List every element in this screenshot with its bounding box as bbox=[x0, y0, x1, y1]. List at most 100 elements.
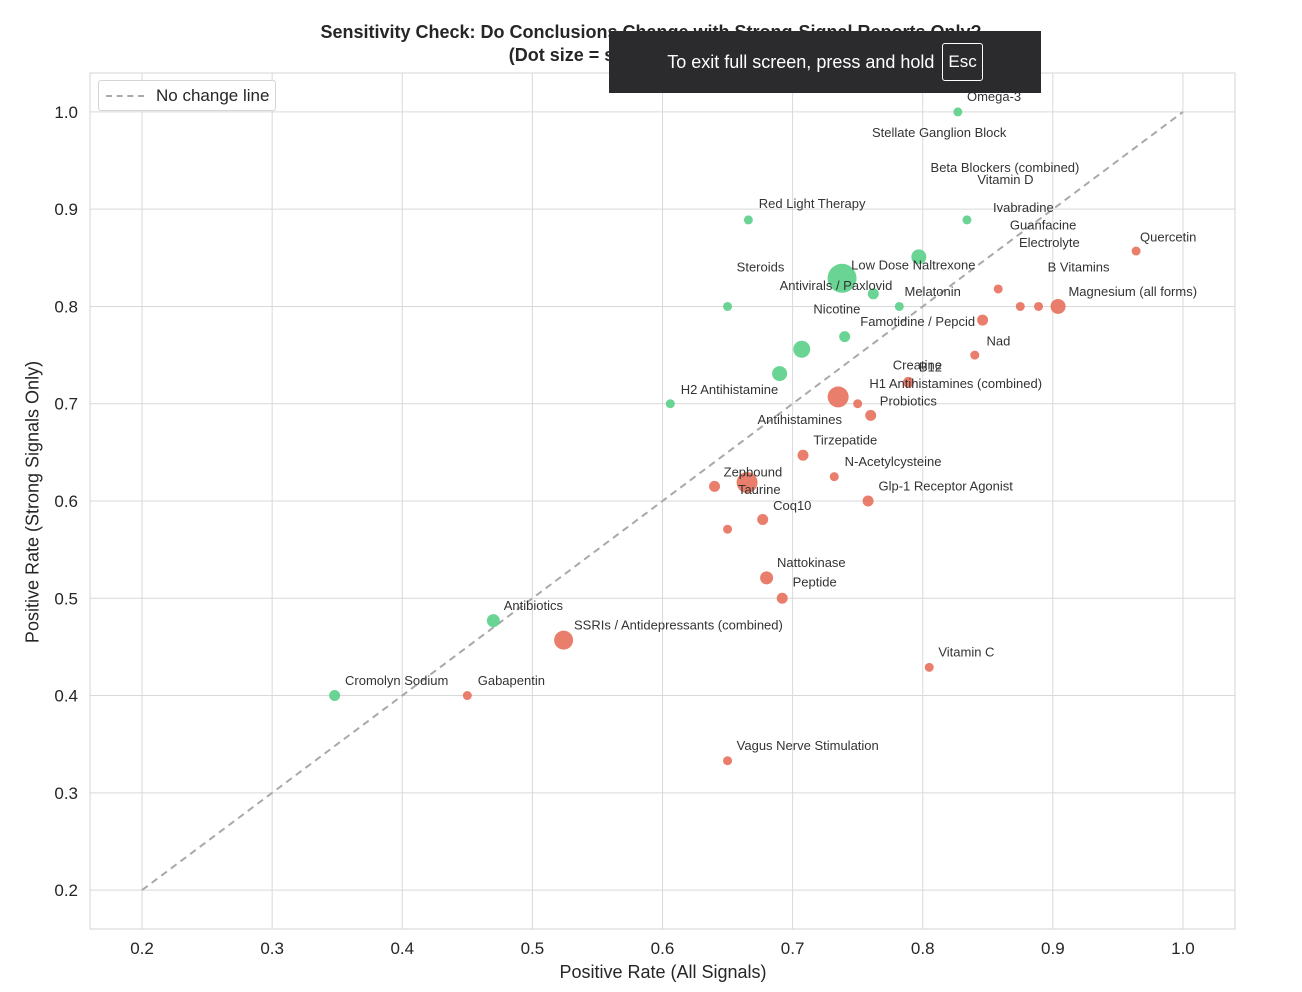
data-point-22 bbox=[827, 386, 849, 408]
x-tick-label-2: 0.4 bbox=[390, 939, 414, 958]
point-label-36: Gabapentin bbox=[478, 673, 545, 688]
point-label-24: Tirzepatide bbox=[813, 433, 877, 448]
point-label-1: Stellate Ganglion Block bbox=[872, 125, 1007, 140]
data-point-7 bbox=[894, 301, 904, 311]
point-label-5: Ivabradine bbox=[993, 200, 1054, 215]
data-point-18 bbox=[1050, 298, 1066, 314]
point-label-12: Antivirals / Paxlovid bbox=[780, 278, 893, 293]
x-tick-label-6: 0.8 bbox=[911, 939, 935, 958]
x-tick-label-8: 1.0 bbox=[1171, 939, 1195, 958]
point-label-28: Taurine bbox=[738, 482, 781, 497]
y-tick-label-3: 0.5 bbox=[54, 589, 78, 608]
point-label-13: Melatonin bbox=[905, 284, 961, 299]
x-tick-label-0: 0.2 bbox=[130, 939, 154, 958]
point-label-6: Guanfacine bbox=[1010, 218, 1076, 233]
data-point-19 bbox=[977, 314, 989, 326]
data-point-13 bbox=[329, 690, 341, 702]
data-point-37 bbox=[723, 756, 733, 766]
fullscreen-exit-notice: To exit full screen, press and hold Esc bbox=[609, 31, 1041, 93]
point-label-7: Quercetin bbox=[1140, 229, 1196, 244]
data-point-21 bbox=[902, 376, 914, 388]
x-tick-label-3: 0.5 bbox=[521, 939, 545, 958]
data-point-29 bbox=[862, 495, 874, 507]
data-point-23 bbox=[853, 399, 863, 409]
point-label-19: B12 bbox=[919, 360, 942, 375]
point-label-9: Steroids bbox=[737, 259, 785, 274]
point-label-16: Famotidine / Pepcid bbox=[860, 314, 975, 329]
data-point-14 bbox=[1131, 246, 1141, 256]
data-point-31 bbox=[723, 524, 733, 534]
data-point-20 bbox=[970, 350, 980, 360]
point-label-26: Zepbound bbox=[724, 465, 783, 480]
data-point-36 bbox=[462, 691, 472, 701]
x-tick-label-5: 0.7 bbox=[781, 939, 805, 958]
no-change-line bbox=[141, 111, 1184, 891]
point-label-27: Glp-1 Receptor Agonist bbox=[878, 478, 1013, 493]
legend-dashed-line-swatch bbox=[106, 94, 144, 97]
data-point-32 bbox=[760, 571, 774, 585]
point-label-35: Cromolyn Sodium bbox=[345, 673, 448, 688]
legend: No change line bbox=[98, 80, 276, 111]
point-label-18: Creatine bbox=[893, 358, 942, 373]
point-label-15: Nicotine bbox=[813, 301, 860, 316]
point-label-10: Low Dose Naltrexone bbox=[851, 257, 975, 272]
point-label-23: Antihistamines bbox=[757, 412, 842, 427]
point-label-17: Nad bbox=[986, 333, 1010, 348]
data-point-10 bbox=[772, 366, 788, 382]
data-point-11 bbox=[665, 399, 675, 409]
y-tick-label-8: 1.0 bbox=[54, 103, 78, 122]
y-tick-label-4: 0.6 bbox=[54, 492, 78, 511]
data-point-25 bbox=[797, 449, 809, 461]
y-tick-label-2: 0.4 bbox=[54, 687, 78, 706]
data-point-12 bbox=[486, 614, 500, 628]
data-point-33 bbox=[776, 592, 788, 604]
data-point-30 bbox=[757, 513, 769, 525]
data-point-24 bbox=[865, 409, 877, 421]
point-label-32: Antibiotics bbox=[504, 598, 564, 613]
y-tick-label-1: 0.3 bbox=[54, 784, 78, 803]
data-point-0 bbox=[953, 107, 963, 117]
data-point-9 bbox=[793, 340, 811, 358]
data-point-3 bbox=[911, 249, 927, 265]
data-point-16 bbox=[1015, 301, 1025, 311]
data-point-35 bbox=[924, 662, 934, 672]
point-label-34: Vitamin C bbox=[938, 645, 994, 660]
point-label-14: Magnesium (all forms) bbox=[1068, 284, 1197, 299]
data-point-15 bbox=[993, 284, 1003, 294]
esc-key-badge: Esc bbox=[942, 43, 983, 81]
data-point-26 bbox=[829, 472, 839, 482]
point-label-8: Electrolyte bbox=[1019, 235, 1080, 250]
point-label-25: N-Acetylcysteine bbox=[845, 454, 942, 469]
point-label-2: Beta Blockers (combined) bbox=[931, 160, 1080, 175]
y-axis-label: Positive Rate (Strong Signals Only) bbox=[22, 360, 43, 644]
data-point-8 bbox=[839, 331, 851, 343]
data-point-4 bbox=[827, 263, 857, 293]
data-point-28 bbox=[709, 480, 721, 492]
point-label-21: H1 Antihistamines (combined) bbox=[869, 376, 1042, 391]
reference-line-layer bbox=[141, 111, 1184, 891]
point-label-30: Nattokinase bbox=[777, 555, 846, 570]
y-tick-label-7: 0.9 bbox=[54, 200, 78, 219]
y-tick-label-0: 0.2 bbox=[54, 881, 78, 900]
point-label-31: Peptide bbox=[793, 575, 837, 590]
point-label-22: Probiotics bbox=[880, 394, 938, 409]
point-label-29: Coq10 bbox=[773, 498, 811, 513]
data-point-17 bbox=[1034, 301, 1044, 311]
y-ticks: 0.2 0.3 0.4 0.5 0.6 0.7 0.8 0.9 1.0 bbox=[54, 103, 78, 900]
x-tick-label-1: 0.3 bbox=[260, 939, 284, 958]
data-point-6 bbox=[723, 301, 733, 311]
x-tick-label-4: 0.6 bbox=[651, 939, 675, 958]
legend-entry-no-change-line: No change line bbox=[156, 85, 270, 105]
fullscreen-notice-text: To exit full screen, press and hold bbox=[667, 51, 935, 72]
data-point-2 bbox=[962, 215, 972, 225]
point-label-20: H2 Antihistamine bbox=[681, 382, 779, 397]
point-label-11: B Vitamins bbox=[1048, 259, 1110, 274]
y-tick-label-6: 0.8 bbox=[54, 297, 78, 316]
data-point-1 bbox=[743, 215, 753, 225]
point-label-37: Vagus Nerve Stimulation bbox=[737, 738, 879, 753]
x-tick-label-7: 0.9 bbox=[1041, 939, 1065, 958]
x-ticks: 0.2 0.3 0.4 0.5 0.6 0.7 0.8 0.9 1.0 bbox=[130, 939, 1195, 958]
point-label-33: SSRIs / Antidepressants (combined) bbox=[574, 617, 783, 632]
data-point-5 bbox=[867, 288, 879, 300]
